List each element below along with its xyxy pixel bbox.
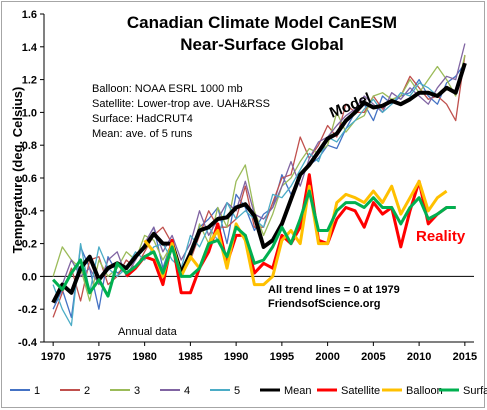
reality-annotation: Reality <box>416 228 466 245</box>
series-line-balloon <box>143 179 448 287</box>
legend-label-4: 4 <box>184 385 190 397</box>
y-tick-label: 1.2 <box>22 75 37 87</box>
legend-label-5: 5 <box>234 385 240 397</box>
y-tick-label: 0.8 <box>22 140 37 152</box>
series-line-surface <box>52 189 456 298</box>
legend-label-mean: Mean <box>284 385 312 397</box>
y-tick-label: 0.2 <box>22 239 37 251</box>
y-tick-label: -0.4 <box>18 337 38 349</box>
trend-annotation: All trend lines = 0 at 1979 <box>268 284 400 296</box>
x-tick-label: 1985 <box>178 351 202 363</box>
y-tick-label: -0.2 <box>18 304 37 316</box>
series-lines <box>51 43 467 327</box>
y-tick-label: 1.0 <box>22 107 37 119</box>
notes-block: Balloon: NOAA ESRL 1000 mb Satellite: Lo… <box>92 83 270 140</box>
legend: 1 2 3 4 5 Mean Satellite Balloon Surface <box>10 385 487 397</box>
note-satellite: Satellite: Lower-trop ave. UAH&RSS <box>92 98 270 110</box>
legend-label-surface: Surface <box>463 385 487 397</box>
source-annotation: FriendsofScience.org <box>268 298 380 310</box>
y-tick-label: 0.6 <box>22 173 37 185</box>
x-tick-label: 2015 <box>453 351 477 363</box>
legend-label-3: 3 <box>134 385 140 397</box>
annual-data-annotation: Annual data <box>118 326 178 338</box>
note-balloon: Balloon: NOAA ESRL 1000 mb <box>92 83 243 95</box>
x-tick-label: 1975 <box>87 351 111 363</box>
series-line-mean <box>51 62 467 304</box>
series-line-satellite <box>125 173 456 295</box>
y-tick-label: 1.4 <box>22 42 38 54</box>
legend-label-balloon: Balloon <box>406 385 443 397</box>
chart-subtitle: Near-Surface Global <box>180 35 343 54</box>
note-surface: Surface: HadCRUT4 <box>92 113 193 125</box>
x-tick-label: 2000 <box>315 351 339 363</box>
x-tick-label: 2005 <box>361 351 385 363</box>
x-tick-label: 1970 <box>41 351 65 363</box>
legend-label-2: 2 <box>84 385 90 397</box>
y-axis-label: Temperature (deg. Celsius) <box>10 87 25 254</box>
axes: -0.4 -0.2 0.0 0.2 0.4 0.6 0.8 1.0 1.2 1.4 1.6 1970 1… <box>18 9 477 363</box>
note-mean: Mean: ave. of 5 runs <box>92 128 193 140</box>
x-tick-label: 1990 <box>224 351 248 363</box>
legend-label-satellite: Satellite <box>341 385 380 397</box>
x-tick-label: 2010 <box>407 351 431 363</box>
y-tick-label: 0.4 <box>22 206 38 218</box>
series-line-5 <box>52 63 466 327</box>
x-tick-label: 1980 <box>132 351 156 363</box>
x-tick-label: 1995 <box>270 351 294 363</box>
chart-title: Canadian Climate Model CanESM <box>127 13 397 32</box>
y-tick-label: 1.6 <box>22 9 37 21</box>
legend-label-1: 1 <box>34 385 40 397</box>
y-tick-label: 0.0 <box>22 271 37 283</box>
